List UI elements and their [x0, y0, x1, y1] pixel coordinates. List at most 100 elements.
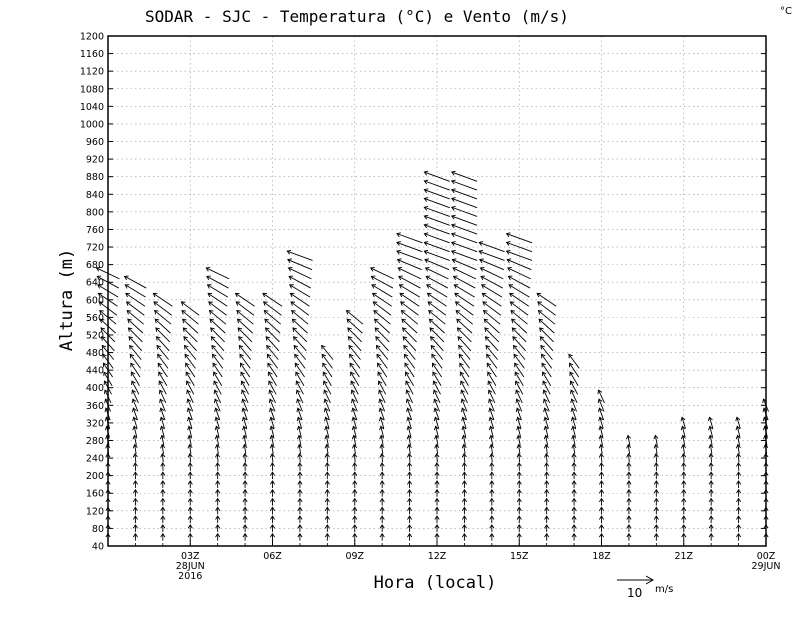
wind-barb-head	[187, 434, 193, 440]
wind-barb-head	[488, 434, 494, 440]
wind-barb-head	[598, 407, 603, 413]
wind-barb-shaft	[292, 327, 308, 343]
y-tick-label: 40	[92, 542, 104, 553]
wind-barb-head	[735, 443, 741, 449]
wind-barb-head	[132, 416, 138, 422]
wind-barb-head	[324, 480, 330, 485]
wind-barb-head	[513, 353, 518, 359]
y-tick-label: 1040	[80, 102, 104, 113]
wind-barb-shaft	[293, 336, 307, 352]
wind-barb-shaft	[569, 371, 579, 386]
wind-barb-head	[215, 497, 221, 503]
wind-barb-head	[105, 434, 111, 440]
wind-barb-head	[215, 532, 221, 538]
wind-barb-head	[213, 389, 219, 395]
wind-barb-shaft	[207, 292, 228, 307]
wind-barb-shaft	[489, 417, 494, 429]
wind-barb-head	[346, 318, 352, 324]
wind-barb-shaft	[188, 426, 193, 438]
wind-barb-head	[423, 223, 429, 229]
wind-barb-head	[569, 371, 574, 377]
y-tick-label: 160	[86, 489, 104, 500]
wind-barb-head	[516, 480, 522, 485]
wind-barb-head	[400, 301, 405, 306]
wind-barb-shaft	[432, 362, 442, 378]
wind-barb-head	[450, 179, 456, 185]
wind-barb-head	[451, 258, 457, 264]
wind-barb-head	[626, 480, 632, 485]
wind-barb-shaft	[371, 275, 394, 289]
wind-barb-shaft	[456, 318, 473, 334]
wind-barb-shaft	[434, 417, 440, 429]
wind-barb-shaft	[158, 371, 168, 386]
wind-barb-head	[269, 515, 276, 520]
wind-barb-shaft	[654, 435, 658, 446]
wind-barb-head	[352, 471, 358, 476]
wind-barb-shaft	[397, 259, 422, 271]
wind-barb-head	[186, 407, 192, 413]
wind-barb-shaft	[543, 389, 551, 404]
wind-barb-shaft	[187, 408, 193, 421]
wind-barb-head	[132, 497, 138, 503]
wind-barb-head	[454, 292, 459, 298]
wind-barb-head	[291, 318, 297, 324]
wind-barb-shaft	[189, 444, 192, 454]
wind-barb-shaft	[184, 354, 196, 369]
wind-barb-head	[407, 462, 413, 467]
wind-barb-shaft	[213, 380, 222, 395]
wind-barb-head	[516, 506, 522, 511]
wind-barb-head	[403, 353, 409, 359]
wind-barb-head	[215, 524, 221, 529]
wind-barb-head	[456, 327, 462, 332]
wind-barb-shaft	[381, 444, 384, 454]
wind-barb-shaft	[515, 380, 524, 395]
wind-barb-head	[515, 407, 521, 413]
wind-barb-shaft	[478, 250, 505, 261]
wind-barb-head	[487, 380, 493, 386]
wind-barb-head	[160, 515, 166, 520]
wind-barb-shaft	[325, 417, 330, 429]
wind-barb-shaft	[681, 417, 686, 429]
wind-barb-head	[434, 524, 440, 529]
wind-barb-head	[507, 275, 513, 281]
wind-barb-head	[101, 344, 107, 350]
wind-barb-shaft	[158, 380, 167, 395]
wind-barb-shaft	[235, 292, 255, 307]
wind-barb-shaft	[324, 408, 330, 421]
wind-barb-head	[488, 425, 494, 431]
wind-barb-shaft	[373, 301, 392, 316]
wind-barb-head	[215, 452, 221, 458]
wind-barb-head	[626, 462, 632, 467]
wind-barb-head	[379, 532, 385, 538]
wind-barb-head	[708, 515, 714, 520]
wind-barb-shaft	[238, 345, 252, 360]
wind-barb-head	[571, 488, 577, 494]
wind-barb-head	[425, 275, 431, 281]
wind-barb-shaft	[427, 292, 447, 307]
wind-barb-head	[240, 371, 245, 377]
wind-barb-shaft	[403, 345, 416, 360]
wind-barb-shaft	[545, 435, 549, 446]
wind-barb-shaft	[323, 380, 332, 395]
wind-barb-shaft	[655, 453, 658, 463]
wind-barb-head	[350, 380, 355, 386]
wind-barb-head	[269, 452, 275, 458]
wind-barb-shaft	[290, 301, 310, 316]
wind-barb-head	[450, 232, 456, 238]
wind-barb-head	[268, 389, 274, 395]
wind-barb-head	[486, 353, 491, 359]
wind-barb-head	[378, 407, 384, 413]
wind-barb-head	[431, 353, 436, 359]
wind-barb-head	[206, 275, 211, 281]
wind-barb-shaft	[407, 408, 413, 421]
wind-barb-head	[158, 380, 164, 386]
wind-barb-head	[626, 506, 632, 511]
wind-barb-shaft	[376, 345, 389, 360]
wind-barb-head	[481, 292, 487, 298]
wind-barb-shaft	[130, 362, 141, 378]
wind-barb-head	[187, 506, 193, 511]
wind-barb-head	[208, 310, 214, 315]
wind-barb-shaft	[210, 336, 225, 352]
wind-barb-head	[653, 471, 659, 476]
wind-barbs	[95, 170, 769, 541]
